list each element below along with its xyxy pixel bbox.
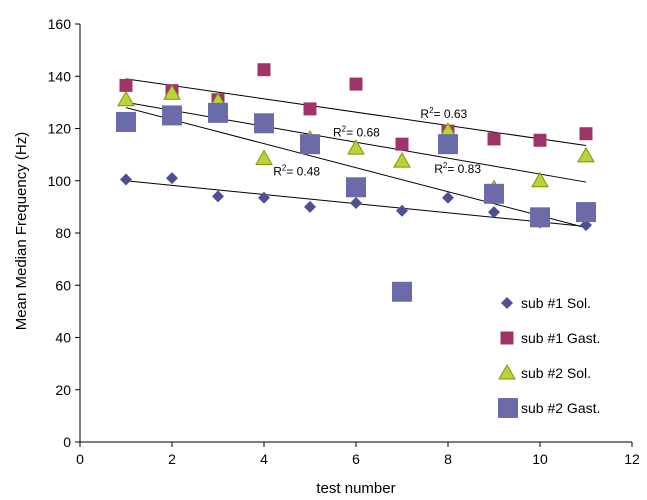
data-point: [487, 132, 501, 146]
data-point: [166, 172, 178, 185]
x-tick-label: 2: [168, 451, 176, 467]
data-point: [120, 173, 132, 186]
x-tick-label: 6: [352, 451, 360, 467]
series-4-points: [116, 102, 596, 302]
x-tick-label: 0: [76, 451, 84, 467]
data-point: [304, 200, 316, 213]
data-point: [438, 134, 458, 155]
legend-marker-series-4: [498, 398, 518, 418]
legend-label-series-2: sub #1 Gast.: [521, 330, 600, 346]
data-point: [393, 152, 411, 168]
y-tick-label: 40: [55, 330, 71, 346]
legend-label-series-1: sub #1 Sol.: [521, 295, 591, 311]
data-point: [530, 207, 550, 228]
data-point: [347, 139, 365, 155]
data-point: [576, 202, 596, 223]
x-tick-label: 8: [444, 451, 452, 467]
axes: 0 20 40 60 80 100 120 140 160 0 2 4 6 8 10 12: [48, 16, 640, 467]
data-point: [531, 171, 549, 188]
y-tick-label: 140: [48, 68, 72, 84]
data-point: [162, 105, 182, 126]
data-point: [577, 146, 595, 163]
legend-marker-series-3: [498, 363, 516, 380]
data-point: [300, 134, 320, 155]
x-tick-label: 4: [260, 451, 268, 467]
trend-line-series-2: [125, 78, 587, 146]
data-point: [258, 191, 270, 204]
data-point: [488, 206, 500, 219]
series-2-points: [119, 63, 593, 151]
trend-line-series-4: [125, 107, 587, 229]
y-tick-label: 100: [48, 173, 72, 189]
data-point: [442, 191, 454, 204]
data-point: [392, 281, 412, 302]
data-point: [212, 190, 224, 203]
data-point: [580, 219, 592, 232]
data-point: [163, 84, 181, 100]
x-axis-title: test number: [316, 480, 395, 497]
r-squared-annotations: R2= 0.48 R2= 0.63 R2= 0.68 R2= 0.83: [273, 106, 481, 178]
data-point: [395, 137, 409, 151]
y-tick-label: 20: [55, 382, 71, 398]
data-point: [117, 90, 135, 107]
r-squared-label-series-4: R2= 0.83: [434, 161, 481, 176]
x-tick-label: 10: [532, 451, 548, 467]
r-squared-label-series-2: R2= 0.63: [420, 106, 467, 121]
y-tick-label: 80: [55, 225, 71, 241]
data-point: [208, 102, 228, 123]
y-tick-label: 0: [63, 434, 71, 450]
data-point: [349, 77, 363, 91]
data-point: [579, 127, 593, 141]
x-tick-label: 12: [624, 451, 640, 467]
r-squared-label-series-1: R2= 0.48: [273, 164, 320, 179]
data-point: [484, 183, 504, 204]
data-point: [255, 149, 273, 166]
data-point: [350, 196, 362, 209]
y-tick-label: 160: [48, 16, 72, 32]
data-point: [533, 133, 547, 147]
legend-label-series-3: sub #2 Sol.: [521, 365, 591, 381]
y-axis-title: Mean Median Frequency (Hz): [13, 132, 30, 330]
data-point: [257, 63, 271, 77]
data-point: [346, 177, 366, 198]
r-squared-label-series-3: R2= 0.68: [333, 124, 380, 139]
data-points: [116, 63, 596, 302]
y-tick-label: 120: [48, 121, 72, 137]
data-point: [254, 113, 274, 134]
y-tick-label: 60: [55, 277, 71, 293]
legend: sub #1 Sol. sub #1 Gast. sub #2 Sol. sub #2…: [498, 295, 600, 418]
legend-marker-series-2: [500, 331, 514, 345]
data-point: [116, 111, 136, 132]
data-point: [303, 102, 317, 116]
data-point: [396, 204, 408, 217]
data-point: [119, 78, 133, 92]
legend-label-series-4: sub #2 Gast.: [521, 400, 600, 416]
legend-marker-series-1: [501, 297, 513, 309]
